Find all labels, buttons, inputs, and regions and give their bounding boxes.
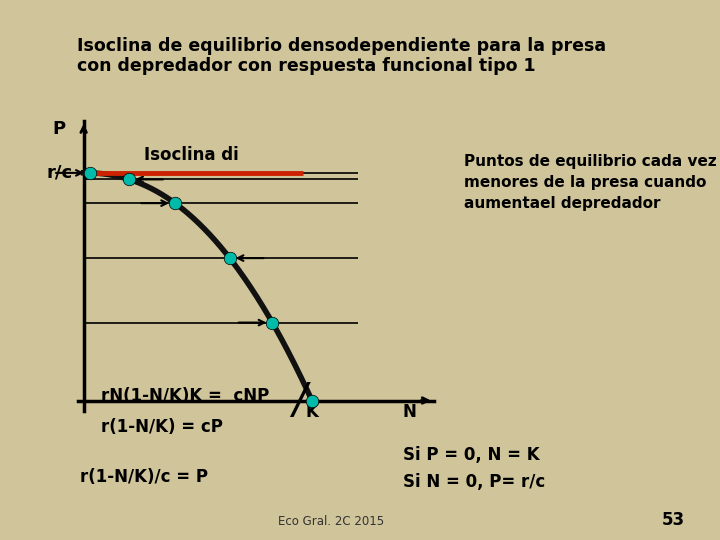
Text: Puntos de equilibrio cada vez
menores de la presa cuando
aumentael depredador: Puntos de equilibrio cada vez menores de…: [464, 154, 717, 211]
Text: r(1-N/K)/c = P: r(1-N/K)/c = P: [81, 468, 208, 485]
Text: P: P: [53, 120, 66, 138]
Text: rN(1-N/K)K =  cNP: rN(1-N/K)K = cNP: [101, 387, 269, 405]
Text: /: /: [292, 380, 306, 422]
Text: r(1-N/K) = cP: r(1-N/K) = cP: [101, 418, 222, 436]
Text: Eco Gral. 2C 2015: Eco Gral. 2C 2015: [278, 515, 384, 528]
Text: Isoclina de equilibrio densodependiente para la presa
con depredador con respues: Isoclina de equilibrio densodependiente …: [78, 37, 606, 76]
Text: Si N = 0, P= r/c: Si N = 0, P= r/c: [403, 473, 546, 491]
Text: Si P = 0, N = K: Si P = 0, N = K: [403, 446, 540, 464]
Text: 53: 53: [662, 511, 685, 529]
Text: Isoclina di: Isoclina di: [145, 146, 239, 164]
Text: r/c: r/c: [46, 164, 72, 182]
Text: N: N: [402, 403, 416, 421]
Text: K: K: [305, 403, 318, 421]
